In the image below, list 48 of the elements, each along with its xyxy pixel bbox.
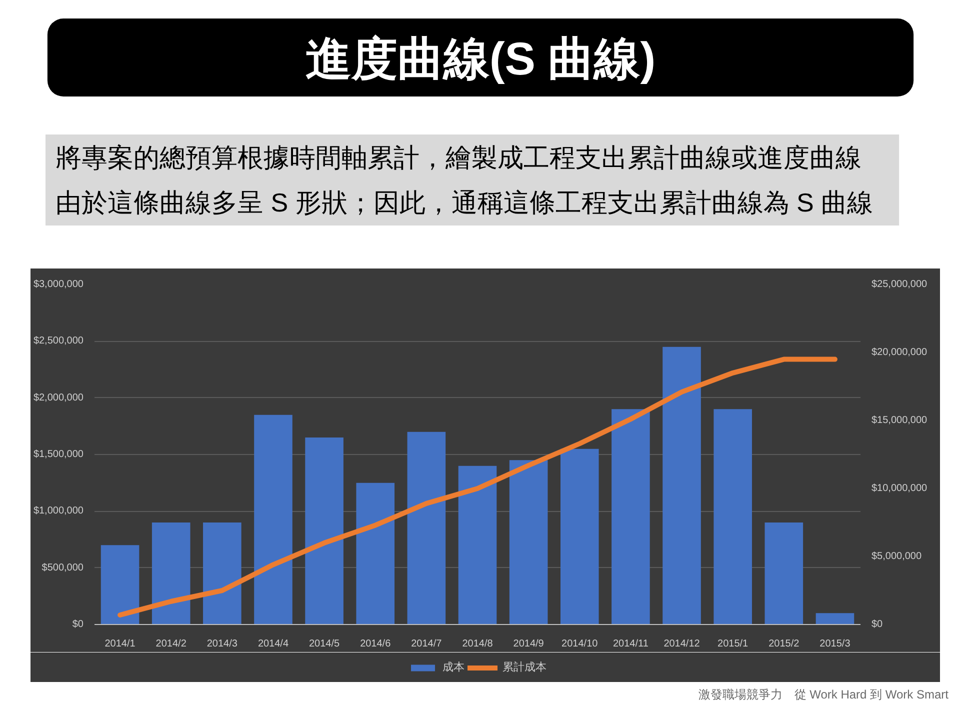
x-tick-label: 2014/7 <box>411 638 442 650</box>
chart-subtitle: 將專案的總預算根據時間軸累計，繪製成工程支出累計曲線或進度曲線由於這條曲線多呈 S 形狀；因此，通稱這條工程支出累計曲線為 S 曲線 <box>56 142 874 218</box>
x-tick-label: 2015/2 <box>768 638 800 650</box>
bar <box>509 460 548 624</box>
legend-label: 成本 <box>442 660 464 674</box>
y2-tick-label: $5,000,000 <box>872 551 922 562</box>
y2-tick-label: $0 <box>872 619 884 630</box>
y2-tick-label: $15,000,000 <box>872 415 928 426</box>
bar <box>407 432 446 624</box>
x-tick-label: 2014/9 <box>513 638 544 650</box>
legend-label: 累計成本 <box>502 660 546 674</box>
y-tick-label: $1,000,000 <box>33 506 84 517</box>
y-tick-label: $1,500,000 <box>33 449 84 460</box>
x-tick-label: 2014/6 <box>360 638 392 650</box>
x-tick-label: 2014/12 <box>664 638 700 650</box>
chart-title: 進度曲線(S 曲線) <box>305 32 656 84</box>
bar <box>100 545 140 624</box>
y2-tick-label: $25,000,000 <box>872 279 928 290</box>
x-tick-label: 2014/2 <box>156 638 187 650</box>
bar <box>356 482 395 624</box>
bar <box>305 438 344 624</box>
x-tick-label: 2015/3 <box>820 638 851 650</box>
x-tick-label: 2014/8 <box>462 638 494 650</box>
bar <box>714 409 752 624</box>
y2-tick-label: $10,000,000 <box>872 483 928 494</box>
y2-tick-label: $20,000,000 <box>872 347 928 358</box>
x-tick-label: 2014/5 <box>309 638 340 650</box>
y-tick-label: $0 <box>72 619 84 630</box>
x-tick-label: 2015/1 <box>718 638 749 650</box>
bar <box>764 522 804 624</box>
x-tick-label: 2014/10 <box>562 638 598 650</box>
bar <box>458 466 497 624</box>
bar <box>203 522 242 624</box>
bar <box>816 613 854 624</box>
y-tick-label: $500,000 <box>42 562 84 574</box>
x-tick-label: 2014/1 <box>104 638 136 650</box>
y-tick-label: $3,000,000 <box>33 279 84 290</box>
y-tick-label: $2,000,000 <box>33 392 84 404</box>
x-tick-label: 2014/11 <box>612 638 649 650</box>
x-tick-label: 2014/3 <box>206 638 238 650</box>
bar <box>152 522 190 624</box>
bar <box>254 414 292 624</box>
x-tick-label: 2014/4 <box>258 638 289 650</box>
bar <box>560 448 599 624</box>
text: 激發職場競爭力 從 Work Hard 到 Work Smart <box>698 688 950 702</box>
y-tick-label: $2,500,000 <box>33 336 84 347</box>
bar <box>662 346 701 624</box>
bar <box>612 409 650 624</box>
